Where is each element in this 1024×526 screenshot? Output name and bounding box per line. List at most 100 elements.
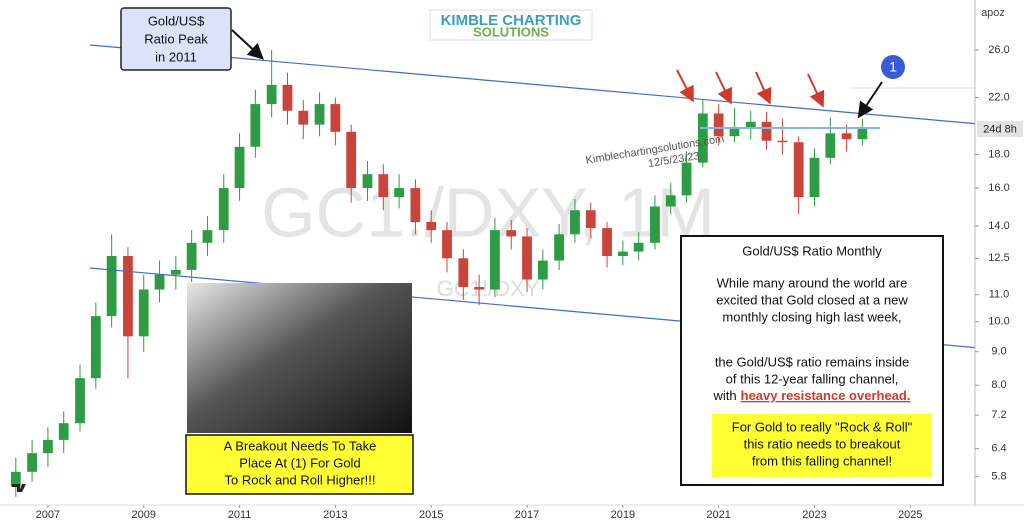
candle-body bbox=[650, 206, 660, 243]
x-tick-label: 2019 bbox=[611, 509, 635, 521]
candle-body bbox=[75, 378, 85, 424]
candle-body bbox=[474, 286, 485, 290]
candle-body bbox=[138, 289, 149, 337]
candle-body bbox=[186, 242, 197, 270]
caption-box bbox=[185, 434, 414, 495]
candle-body bbox=[58, 423, 69, 440]
text-line: While many around the world are bbox=[717, 275, 908, 290]
candle-body bbox=[665, 195, 676, 207]
y-tick-label: 5.8 bbox=[991, 471, 1006, 483]
candle-body bbox=[10, 471, 21, 487]
candle-body bbox=[378, 174, 389, 198]
corner-label: apoz bbox=[981, 7, 1005, 19]
x-tick-label: 2017 bbox=[515, 509, 539, 521]
candle-body bbox=[90, 316, 101, 379]
countdown: 24d 8h bbox=[983, 123, 1017, 135]
red-arrow bbox=[755, 71, 772, 105]
note-box bbox=[712, 414, 932, 477]
candle-body bbox=[554, 234, 565, 261]
candle-body bbox=[697, 113, 708, 163]
watermark: GC1!/DXY, 1M bbox=[261, 173, 715, 251]
y-tick-label: 16.0 bbox=[988, 182, 1009, 194]
candle-body bbox=[234, 146, 245, 189]
x-tick-label: 2009 bbox=[131, 509, 155, 521]
plot-area bbox=[10, 50, 868, 497]
text-box-title: Gold/US$ Ratio Monthly bbox=[742, 243, 882, 258]
candle-body bbox=[346, 131, 357, 189]
candle-body bbox=[633, 242, 644, 252]
y-tick-label: 6.4 bbox=[991, 443, 1006, 455]
candle-body bbox=[154, 274, 165, 290]
candle-body bbox=[729, 127, 740, 137]
candle-body bbox=[394, 188, 404, 198]
candle-body bbox=[218, 188, 229, 231]
note: For Gold to really "Rock & Roll" bbox=[732, 419, 913, 434]
candle-body bbox=[426, 222, 437, 231]
y-tick-label: 8.0 bbox=[991, 379, 1006, 391]
text-line: with heavy resistance overhead. bbox=[713, 388, 911, 403]
text-line: the Gold/US$ ratio remains inside bbox=[715, 354, 909, 369]
candle-body bbox=[43, 439, 53, 454]
candle-body bbox=[314, 104, 325, 125]
x-tick-label: 2015 bbox=[419, 509, 443, 521]
caption: To Rock and Roll Higher!!! bbox=[224, 472, 375, 487]
countdown-tag bbox=[977, 121, 1023, 137]
candle-body bbox=[585, 210, 596, 229]
text-line: excited that Gold closed at a new bbox=[716, 292, 908, 307]
peak-label: Gold/US$ bbox=[148, 13, 205, 28]
candle-body bbox=[602, 228, 612, 257]
candle-body bbox=[809, 157, 820, 198]
candle-body bbox=[793, 142, 804, 198]
marker-label: 1 bbox=[889, 59, 897, 75]
x-tick-label: 2023 bbox=[802, 509, 826, 521]
peak-label: Ratio Peak bbox=[144, 31, 208, 46]
red-arrow bbox=[676, 69, 694, 103]
watermark-small: GC1!/DXY bbox=[437, 276, 540, 301]
red-arrow bbox=[715, 71, 732, 105]
candle-body bbox=[570, 210, 580, 235]
y-tick-label: 18.0 bbox=[988, 149, 1009, 161]
candle-body bbox=[825, 133, 836, 158]
watermarks: GC1!/DXY, 1M GC1!/DXY bbox=[261, 173, 715, 300]
tv-logo bbox=[12, 484, 26, 492]
peak-box bbox=[120, 7, 232, 71]
candle-body bbox=[170, 269, 181, 275]
x-tick-label: 2011 bbox=[228, 509, 252, 521]
y-tick-label: 9.0 bbox=[991, 346, 1006, 358]
candle-body bbox=[841, 133, 852, 140]
candle-body bbox=[330, 104, 341, 132]
x-tick-label: 2007 bbox=[36, 509, 60, 521]
candle-body bbox=[745, 121, 756, 128]
candle-body bbox=[282, 84, 293, 111]
candle-body bbox=[681, 162, 692, 196]
candle-body bbox=[761, 121, 772, 141]
candle-body bbox=[123, 256, 133, 337]
candle-body bbox=[857, 127, 868, 140]
candle-body bbox=[458, 258, 469, 287]
candle-body bbox=[202, 230, 213, 243]
note: this ratio needs to breakout bbox=[744, 436, 901, 451]
red-arrow bbox=[807, 73, 825, 108]
caption: A Breakout Needs To Take bbox=[224, 438, 377, 453]
logo: KIMBLE CHARTING bbox=[441, 12, 582, 29]
text-with: with bbox=[713, 388, 737, 403]
candle-body bbox=[266, 84, 277, 105]
x-tick-label: 2025 bbox=[898, 509, 922, 521]
candle-body bbox=[298, 110, 309, 125]
candle-body bbox=[617, 251, 628, 257]
photo bbox=[187, 283, 412, 433]
x-tick-label: 2013 bbox=[323, 509, 347, 521]
y-tick-label: 26.0 bbox=[988, 44, 1009, 56]
text-line: monthly closing high last week, bbox=[722, 309, 901, 324]
candle-body bbox=[106, 256, 117, 317]
candle-body bbox=[777, 140, 788, 143]
caption: Place At (1) For Gold bbox=[239, 455, 360, 470]
y-tick-label: 22.0 bbox=[988, 91, 1009, 103]
peak-arrow bbox=[231, 29, 264, 60]
candle-body bbox=[713, 113, 724, 137]
logo-box bbox=[429, 9, 593, 41]
note: from this falling channel! bbox=[752, 453, 892, 468]
y-axis-panel bbox=[975, 0, 1024, 526]
candle-body bbox=[506, 230, 517, 237]
candle-body bbox=[522, 236, 532, 280]
